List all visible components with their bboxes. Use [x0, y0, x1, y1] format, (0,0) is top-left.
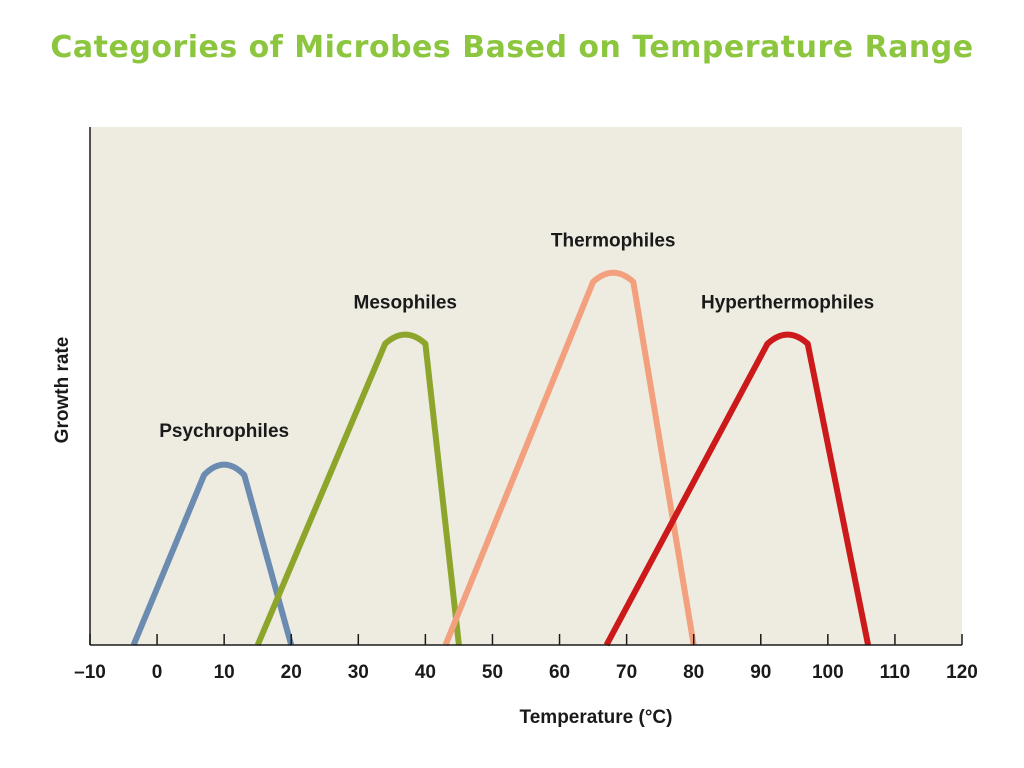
x-tick-label: 50 — [482, 662, 503, 683]
x-axis-title: Temperature (°C) — [520, 707, 673, 728]
y-axis-title: Growth rate — [52, 337, 73, 444]
x-tick-label: 10 — [214, 662, 235, 683]
x-tick-label: –10 — [74, 662, 106, 683]
x-tick-label: 60 — [549, 662, 570, 683]
x-tick-label: 0 — [152, 662, 163, 683]
x-tick-label: 120 — [946, 662, 978, 683]
series-line-hyperthermophiles — [603, 331, 872, 647]
curve-labels: Psychrophiles Mesophiles Thermophiles Hyper… — [159, 231, 874, 443]
x-tick-label: 100 — [812, 662, 844, 683]
series-label-psychrophiles: Psychrophiles — [159, 421, 289, 442]
x-tick-label: 110 — [880, 662, 911, 683]
series-label-hyperthermophiles: Hyperthermophiles — [701, 292, 874, 313]
series-label-mesophiles: Mesophiles — [354, 292, 457, 313]
x-tick-label: 40 — [415, 662, 436, 683]
series-line-mesophiles — [254, 331, 462, 647]
curves — [130, 269, 872, 647]
series-label-thermophiles: Thermophiles — [551, 231, 676, 252]
x-ticks: –10 0 10 20 30 40 50 60 70 80 90 100 110 120 — [74, 634, 978, 683]
series-line-thermophiles — [442, 269, 697, 647]
series-line-psychrophiles — [130, 461, 295, 647]
x-tick-label: 30 — [348, 662, 369, 683]
x-tick-label: 90 — [750, 662, 771, 683]
x-tick-label: 20 — [281, 662, 302, 683]
slide-title: Categories of Microbes Based on Temperat… — [50, 30, 974, 65]
x-tick-label: 70 — [616, 662, 637, 683]
plot-background — [90, 127, 962, 645]
x-tick-label: 80 — [683, 662, 704, 683]
